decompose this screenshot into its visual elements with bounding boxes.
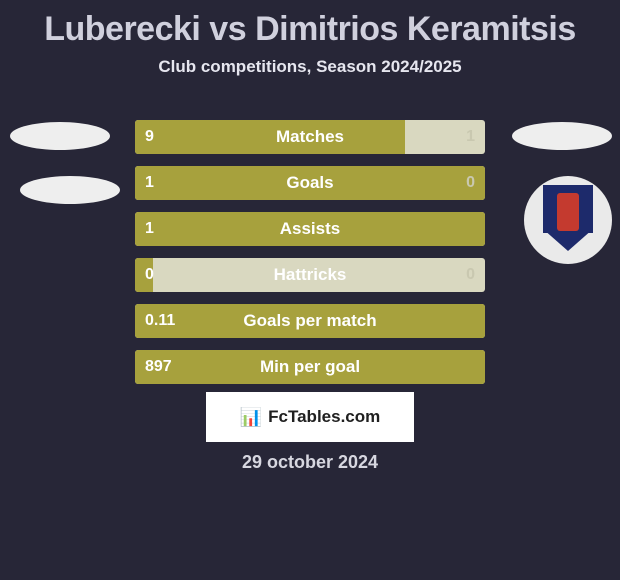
club-right-crest-icon — [524, 176, 612, 264]
stat-bar: Assists1 — [135, 212, 485, 246]
comparison-card: Luberecki vs Dimitrios Keramitsis Club c… — [0, 0, 620, 580]
stat-bar-label: Matches — [135, 120, 485, 154]
stat-bar-left-value: 1 — [145, 212, 154, 246]
stat-bar-right-value: 1 — [466, 120, 475, 154]
stat-bar-label: Min per goal — [135, 350, 485, 384]
crest-shield-point — [543, 229, 593, 251]
player-right-placeholder-icon — [512, 122, 612, 150]
stat-bar-left-value: 897 — [145, 350, 172, 384]
brand-badge: 📊 FcTables.com — [206, 392, 414, 442]
stat-bar: Matches9 1 — [135, 120, 485, 154]
page-title: Luberecki vs Dimitrios Keramitsis — [0, 0, 620, 49]
data-date: 29 october 2024 — [0, 452, 620, 473]
stat-bar: Hattricks0 0 — [135, 258, 485, 292]
stats-bars: Matches91Goals10Assists1Hattricks00Goals… — [135, 120, 485, 396]
brand-text: FcTables.com — [268, 407, 380, 427]
season-subtitle: Club competitions, Season 2024/2025 — [0, 57, 620, 77]
player-left-placeholder-icon — [10, 122, 110, 150]
stat-bar-label: Assists — [135, 212, 485, 246]
stat-bar-left-value: 1 — [145, 166, 154, 200]
stat-bar: Goals per match0.11 — [135, 304, 485, 338]
stat-bar-left-value: 0.11 — [145, 304, 175, 338]
stat-bar: Min per goal897 — [135, 350, 485, 384]
stat-bar-label: Hattricks — [135, 258, 485, 292]
stat-bar-label: Goals — [135, 166, 485, 200]
brand-chart-icon: 📊 — [240, 408, 262, 426]
stat-bar-left-value: 0 — [145, 258, 154, 292]
stat-bar: Goals1 0 — [135, 166, 485, 200]
stat-bar-label: Goals per match — [135, 304, 485, 338]
crest-glyph — [557, 193, 579, 231]
stat-bar-right-value: 0 — [466, 166, 475, 200]
stat-bar-right-value: 0 — [466, 258, 475, 292]
stat-bar-left-value: 9 — [145, 120, 154, 154]
club-left-placeholder-icon — [20, 176, 120, 204]
